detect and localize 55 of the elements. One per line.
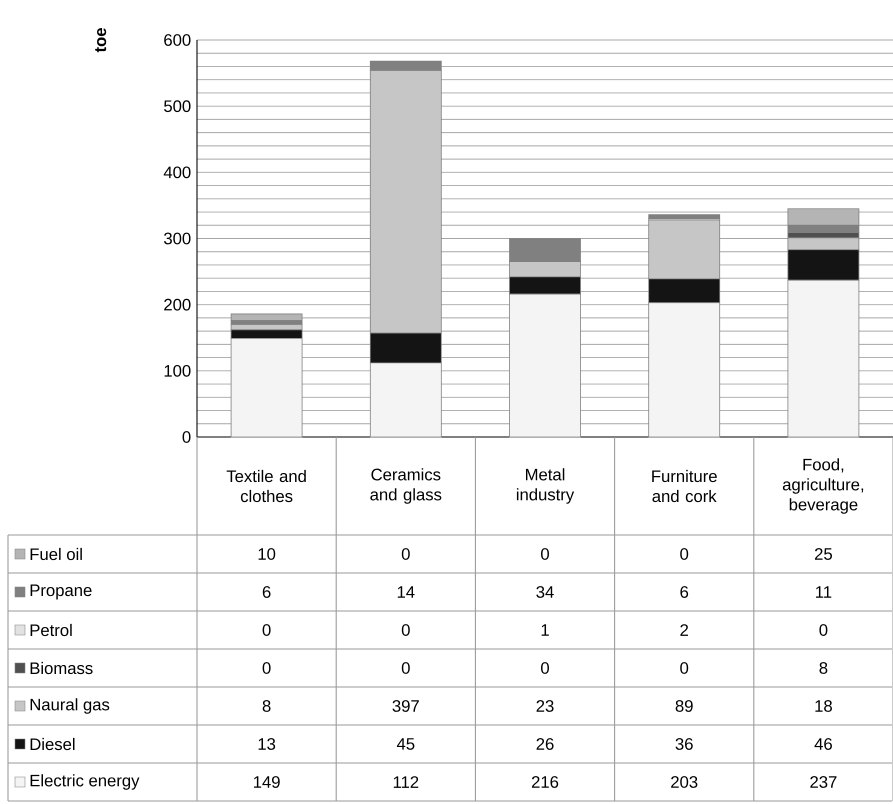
data-label: 0 [541, 662, 549, 674]
x-tick-label: Food, agriculture, beverage [782, 458, 864, 514]
legend-label: Naural gas [30, 698, 110, 714]
data-label: 0 [402, 624, 410, 636]
data-label: 23 [536, 700, 554, 712]
data-label: 112 [394, 776, 418, 788]
data-label: 8 [820, 662, 828, 674]
data-label: 26 [536, 738, 554, 750]
data-label: 0 [402, 548, 410, 560]
data-label: 0 [541, 548, 549, 560]
y-tick-label: 600 [164, 34, 191, 46]
data-label: 11 [816, 586, 832, 598]
x-tick-label: Furniture and cork [652, 470, 717, 502]
legend-label: Biomass [30, 662, 93, 674]
x-tick-label: Metal industry [516, 468, 574, 504]
data-label: 397 [392, 700, 419, 712]
y-tick-label: 200 [164, 298, 191, 311]
y-axis-title: toe [95, 28, 106, 52]
y-tick-label: 400 [164, 166, 191, 178]
y-tick-label: 300 [164, 232, 191, 244]
data-label: 2 [680, 624, 688, 636]
data-label: 0 [680, 662, 688, 674]
data-label: 36 [676, 738, 693, 750]
data-label: 34 [536, 586, 554, 598]
data-label: 89 [676, 700, 693, 712]
data-label: 1 [542, 624, 549, 636]
data-label: 25 [814, 548, 832, 560]
data-label: 14 [398, 586, 415, 598]
y-tick-label: 100 [164, 364, 191, 377]
data-label: 6 [262, 586, 270, 598]
data-label: 8 [262, 700, 271, 712]
data-label: 0 [402, 662, 410, 674]
legend-label: Electric energy [30, 774, 140, 790]
legend-label: Propane [30, 584, 92, 600]
x-tick-label: Ceramics and glass [370, 468, 442, 504]
data-label: 149 [254, 776, 280, 788]
data-label: 203 [671, 776, 698, 788]
data-label: 0 [819, 624, 828, 636]
data-label: 0 [262, 624, 271, 636]
data-label: 0 [680, 548, 688, 560]
data-label: 18 [815, 700, 832, 712]
data-label: 13 [258, 738, 276, 750]
data-label: 10 [258, 548, 276, 560]
legend-label: Fuel oil [30, 548, 82, 560]
data-label: 45 [396, 738, 414, 750]
legend-label: Petrol [30, 624, 72, 636]
data-label: 6 [680, 586, 688, 598]
y-tick-label: 0 [182, 431, 191, 443]
data-label: 237 [810, 776, 836, 788]
legend-label: Diesel [30, 738, 74, 750]
data-label: 46 [814, 738, 832, 750]
x-tick-label: Textile and clothes [226, 470, 306, 502]
data-label: 0 [262, 662, 271, 674]
y-tick-label: 500 [164, 100, 191, 112]
data-label: 216 [532, 776, 558, 788]
